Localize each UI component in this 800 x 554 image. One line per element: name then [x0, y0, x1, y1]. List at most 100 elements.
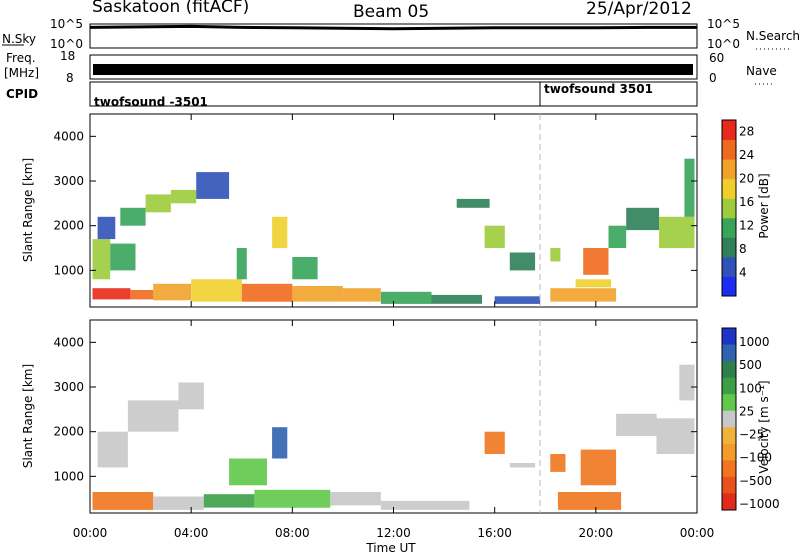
data-cell-15 — [120, 207, 146, 226]
data-cell-14 — [97, 216, 116, 240]
data-cell-7 — [380, 291, 432, 304]
data-cell-16 — [145, 194, 171, 213]
velocity-colorbar-tick: −100 — [739, 451, 772, 465]
velocity-colorbar-segment — [722, 427, 736, 445]
power-colorbar-tick: 24 — [739, 148, 754, 162]
data-cell-4 — [330, 492, 381, 506]
freq-tick-top: 18 — [60, 49, 75, 63]
data-cell-8 — [431, 294, 482, 304]
data-cell-13 — [110, 243, 136, 271]
data-cell-1 — [153, 496, 204, 510]
velocity-colorbar-segment — [722, 394, 736, 412]
velocity-colorbar-segment — [722, 443, 736, 461]
velocity-cells — [92, 364, 695, 510]
x-tick-label: 08:00 — [275, 526, 310, 540]
nave-tick-bottom: 0 — [709, 71, 717, 85]
nsearch-tick-bottom: 10^0 — [707, 37, 740, 51]
nsky-series-line — [89, 24, 697, 31]
velocity-colorbar-frame — [721, 327, 737, 511]
power-colorbar-segment — [722, 237, 736, 258]
freq-label-1: Freq. — [6, 51, 36, 65]
power-colorbar-segment — [722, 217, 736, 238]
power-colorbar-tick: 28 — [739, 125, 754, 139]
y-tick-label: 3000 — [53, 174, 84, 188]
data-cell-1 — [130, 290, 154, 300]
data-cell-7 — [97, 431, 128, 468]
power-y-ticks: 1000 2000 3000 4000 — [53, 129, 697, 277]
velocity-colorbar-segment — [722, 410, 736, 428]
velocity-colorbar-segment — [722, 344, 736, 362]
time-x-ticks: 00:00 04:00 08:00 12:00 16:00 20:00 00:00 — [73, 114, 715, 540]
data-cell-17 — [656, 418, 695, 454]
x-tick-label: 00:00 — [680, 526, 715, 540]
data-cell-6 — [342, 288, 381, 302]
velocity-colorbar-tick: 500 — [739, 358, 762, 372]
data-cell-18 — [679, 364, 695, 401]
time-xlabel: Time UT — [365, 541, 416, 554]
power-colorbar-segment — [722, 198, 736, 219]
data-cell-16 — [616, 413, 657, 437]
data-cell-0 — [92, 288, 131, 300]
nsky-label: N.Sky — [2, 32, 36, 46]
data-cell-19 — [236, 248, 247, 280]
date-title: 25/Apr/2012 — [586, 0, 692, 19]
velocity-colorbar-tick: 25 — [739, 404, 754, 418]
data-cell-17 — [170, 189, 197, 204]
data-cell-11 — [575, 279, 611, 288]
data-cell-9 — [494, 296, 541, 304]
velocity-ylabel: Slant Range [km] — [21, 364, 35, 468]
x-tick-label: 20:00 — [579, 526, 614, 540]
power-colorbar-segment — [722, 276, 736, 297]
power-colorbar-tick: 20 — [739, 172, 754, 186]
data-cell-9 — [178, 382, 204, 410]
nsky-tick-top: 10^5 — [50, 17, 83, 31]
cpid-frame — [89, 81, 698, 107]
nsearch-tick-top: 10^5 — [707, 17, 740, 31]
cpid-segment-1: twofsound -3501 — [94, 95, 208, 109]
power-colorbar-tick: 4 — [739, 266, 747, 280]
power-colorbar-label: Power [dB] — [757, 173, 771, 238]
power-colorbar-segment — [722, 256, 736, 277]
data-cell-2 — [203, 494, 255, 508]
y-tick-label: 2000 — [53, 425, 84, 439]
velocity-colorbar-segment — [722, 493, 736, 511]
data-cell-3 — [191, 279, 242, 302]
data-cell-15 — [580, 449, 617, 486]
data-cell-29 — [659, 216, 695, 249]
cpid-panel: CPID twofsound -3501 twofsound 3501 — [6, 81, 698, 109]
data-cell-23 — [456, 198, 490, 208]
velocity-colorbar: 1000 500 100 25 −25 −100 −500 −1000 — [721, 327, 780, 511]
power-colorbar-segment — [722, 120, 736, 141]
power-colorbar-segment — [722, 178, 736, 199]
data-cell-3 — [254, 489, 331, 508]
nsearch-label: N.Search — [746, 29, 800, 43]
velocity-colorbar-segment — [722, 476, 736, 494]
cpid-label: CPID — [6, 87, 38, 101]
freq-tick-bottom: 8 — [66, 71, 74, 85]
power-colorbar-segment — [722, 139, 736, 160]
power-ylabel: Slant Range [km] — [21, 158, 35, 262]
data-cell-13 — [509, 463, 536, 468]
data-cell-12 — [484, 431, 505, 454]
velocity-panel: 1000 2000 3000 4000 Slant Range [km] — [21, 319, 698, 514]
data-cell-14 — [550, 454, 566, 472]
data-cell-5 — [380, 500, 470, 510]
y-tick-label: 1000 — [53, 469, 84, 483]
freq-frame — [89, 54, 698, 80]
data-cell-8 — [127, 400, 179, 432]
nsky-panel: N.Sky 10^5 10^0 10^5 10^0 N.Search — [2, 17, 800, 51]
power-colorbar-segment — [722, 159, 736, 180]
data-cell-5 — [292, 286, 343, 302]
x-tick-label: 16:00 — [477, 526, 512, 540]
data-cell-22 — [484, 225, 505, 248]
velocity-colorbar-segment — [722, 377, 736, 395]
x-tick-label: 00:00 — [73, 526, 108, 540]
velocity-colorbar-tick: 1000 — [739, 335, 770, 349]
x-tick-label: 04:00 — [174, 526, 209, 540]
velocity-colorbar-tick: −25 — [739, 428, 764, 442]
data-cell-4 — [241, 283, 293, 302]
data-cell-28 — [626, 207, 660, 231]
velocity-colorbar-label: Velocity [m s⁻¹] — [757, 380, 771, 473]
data-cell-27 — [608, 225, 627, 248]
data-cell-10 — [272, 427, 288, 459]
